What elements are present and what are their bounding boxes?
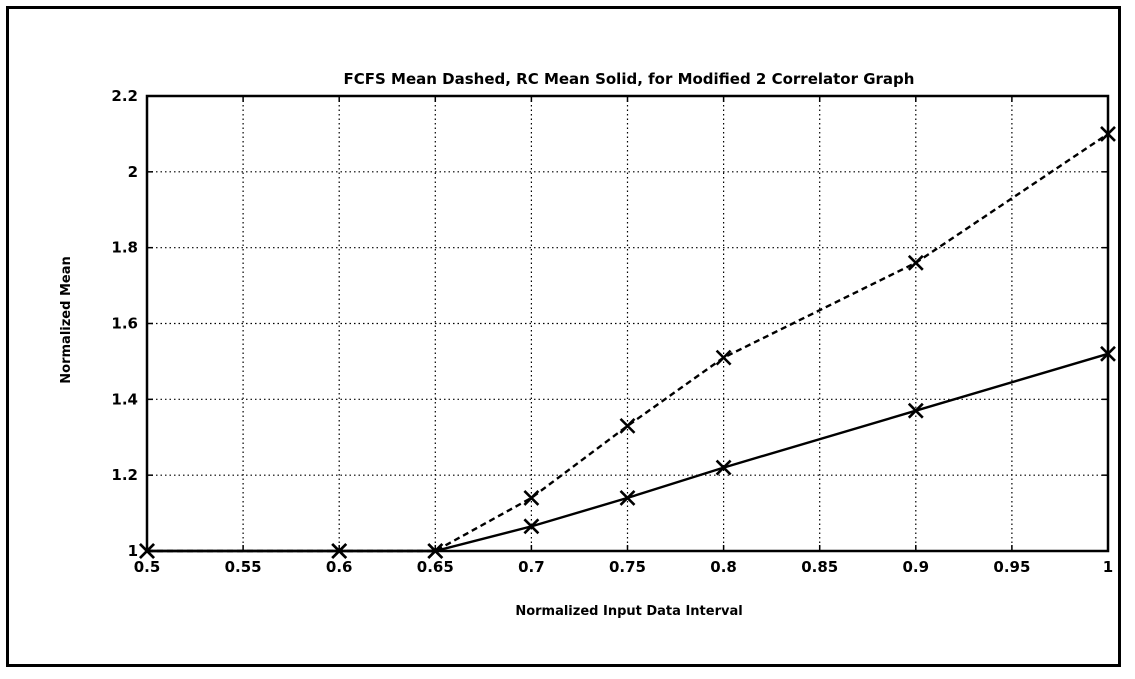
x-marker — [907, 254, 924, 271]
x-tick-label: 0.7 — [518, 558, 545, 576]
x-marker — [619, 417, 636, 434]
x-marker — [523, 489, 540, 506]
chart-title: FCFS Mean Dashed, RC Mean Solid, for Mod… — [344, 70, 915, 88]
grid — [147, 96, 1108, 551]
x-tick-label: 0.9 — [903, 558, 930, 576]
plot-frame — [145, 94, 1110, 553]
x-marker-stroke — [907, 402, 924, 419]
y-tick-label: 1 — [128, 542, 138, 560]
y-tick-label: 1.8 — [111, 239, 138, 257]
x-axis-label: Normalized Input Data Interval — [515, 604, 742, 619]
x-tick-label: 0.55 — [225, 558, 262, 576]
x-tick-label: 0.65 — [417, 558, 454, 576]
x-marker-stroke — [715, 349, 732, 366]
x-tick-label: 1 — [1103, 558, 1113, 576]
x-marker — [715, 459, 732, 476]
x-marker-stroke — [907, 254, 924, 271]
x-marker — [715, 349, 732, 366]
y-tick-label: 2.2 — [111, 87, 138, 105]
x-marker-stroke — [715, 459, 732, 476]
x-marker-stroke — [523, 489, 540, 506]
x-tick-label: 0.5 — [134, 558, 161, 576]
x-tick-label: 0.8 — [710, 558, 737, 576]
x-marker-stroke — [619, 417, 636, 434]
x-marker-stroke — [523, 518, 540, 535]
y-tick-label: 1.4 — [111, 390, 138, 408]
y-tick-label: 1.6 — [111, 315, 138, 333]
x-marker — [523, 518, 540, 535]
figure-frame — [6, 6, 1121, 667]
y-tick-label: 2 — [128, 163, 138, 181]
dashed-series-line — [147, 132, 1109, 553]
tick-labels: 0.5 0.55 0.6 0.65 0.7 0.75 0.8 0.85 0.9 0.95 1 1 1.2… — [111, 87, 1113, 576]
x-marker — [907, 402, 924, 419]
x-tick-label: 0.85 — [801, 558, 838, 576]
x-marker-stroke — [619, 489, 636, 506]
x-marker — [619, 489, 636, 506]
x-tick-label: 0.95 — [993, 558, 1030, 576]
x-tick-label: 0.75 — [609, 558, 646, 576]
y-axis-label: Normalized Mean — [59, 256, 74, 383]
x-tick-label: 0.6 — [326, 558, 353, 576]
y-tick-label: 1.2 — [111, 466, 138, 484]
